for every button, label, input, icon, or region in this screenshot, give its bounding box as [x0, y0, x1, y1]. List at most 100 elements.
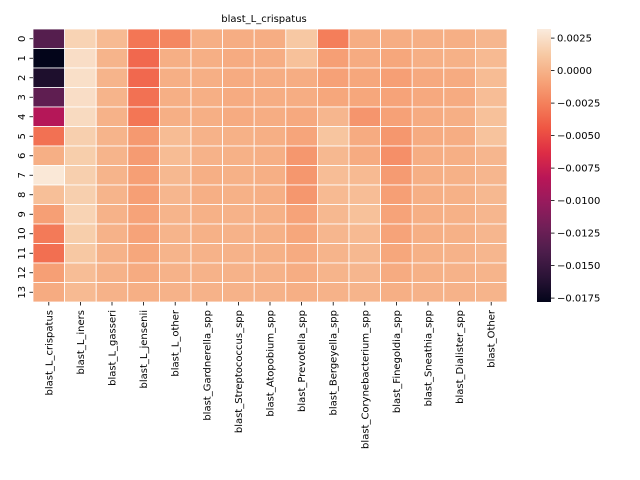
heatmap-cell: [253, 145, 287, 166]
heatmap-cell: [158, 106, 192, 127]
row-tick-label: 11: [17, 247, 28, 260]
heatmap-cell: [95, 87, 129, 108]
heatmap-cell: [127, 126, 160, 147]
heatmap-cell: [253, 106, 287, 127]
heatmap-cell: [348, 282, 382, 303]
heatmap-cell: [64, 126, 97, 147]
row-tick-label: 10: [17, 227, 28, 240]
heatmap-cell: [348, 243, 382, 264]
heatmap-cell: [253, 126, 287, 147]
heatmap-cell: [380, 165, 413, 186]
heatmap-cell: [190, 48, 224, 69]
row-tick-label: 5: [17, 133, 28, 139]
heatmap-cell: [190, 282, 224, 303]
heatmap-cell: [316, 28, 350, 49]
heatmap-cell: [348, 87, 382, 108]
heatmap-cell: [443, 262, 476, 283]
heatmap-cell: [474, 282, 508, 303]
colorbar-tick-label: −0.0050: [557, 131, 600, 142]
heatmap-cell: [380, 126, 413, 147]
heatmap-cell: [190, 204, 224, 225]
row-tick-label: 12: [17, 266, 28, 279]
heatmap-cell: [158, 243, 192, 264]
column-tick-label: blast_L_gasseri: [108, 310, 119, 386]
column-tick-label: blast_Finegoldia_spp: [392, 310, 403, 413]
column-tick-label: blast_Bergeyella_spp: [329, 310, 340, 416]
column-tick-label: blast_L_other: [171, 309, 182, 376]
heatmap-cell: [474, 243, 508, 264]
heatmap-cell: [316, 282, 350, 303]
heatmap-cell: [222, 243, 255, 264]
heatmap-cell: [443, 28, 476, 49]
heatmap-cell: [285, 106, 318, 127]
heatmap-cell: [380, 106, 413, 127]
heatmap-cell: [32, 243, 66, 264]
colorbar-tick-label: 0.0025: [557, 34, 592, 45]
heatmap-cell: [158, 282, 192, 303]
heatmap-cell: [64, 184, 97, 205]
row-tick-label: 7: [17, 172, 28, 178]
heatmap-cell: [285, 204, 318, 225]
heatmap-cell: [222, 165, 255, 186]
heatmap-cell: [474, 87, 508, 108]
heatmap-cell: [316, 126, 350, 147]
heatmap-cell: [190, 243, 224, 264]
heatmap-cell: [380, 282, 413, 303]
heatmap-cell: [190, 126, 224, 147]
heatmap-cell: [253, 243, 287, 264]
heatmap-cell: [285, 262, 318, 283]
column-tick-label: blast_L_crispatus: [44, 310, 55, 396]
heatmap-cell: [127, 67, 160, 88]
heatmap-cell: [32, 165, 66, 186]
heatmap-cell: [380, 48, 413, 69]
heatmap-cell: [222, 87, 255, 108]
heatmap-cell: [95, 67, 129, 88]
heatmap-cell: [32, 204, 66, 225]
heatmap-cell: [443, 126, 476, 147]
heatmap-cell: [222, 184, 255, 205]
colorbar-tick-label: −0.0150: [557, 261, 600, 272]
heatmap-cell: [64, 223, 97, 244]
heatmap-cell: [222, 48, 255, 69]
heatmap-cell: [222, 67, 255, 88]
row-tick-label: 4: [17, 114, 28, 120]
heatmap-cell: [474, 262, 508, 283]
heatmap-cell: [222, 223, 255, 244]
heatmap-cell: [380, 184, 413, 205]
heatmap-cell: [190, 67, 224, 88]
heatmap-cell: [253, 204, 287, 225]
column-tick-label: blast_L_iners: [76, 310, 87, 375]
heatmap-cell: [127, 262, 160, 283]
heatmap-cell: [127, 204, 160, 225]
heatmap-cell: [380, 145, 413, 166]
colorbar-tick-label: −0.0100: [557, 196, 600, 207]
heatmap-cell: [32, 282, 66, 303]
heatmap-cell: [348, 262, 382, 283]
heatmap-cell: [411, 243, 445, 264]
heatmap-cell: [316, 184, 350, 205]
heatmap-cell: [474, 145, 508, 166]
heatmap-cell: [127, 165, 160, 186]
heatmap-cell: [64, 204, 97, 225]
heatmap-cell: [316, 87, 350, 108]
heatmap-cell: [380, 28, 413, 49]
heatmap-cell: [222, 28, 255, 49]
heatmap-cell: [474, 165, 508, 186]
heatmap-cell: [127, 87, 160, 108]
heatmap-cell: [158, 262, 192, 283]
heatmap-cell: [348, 126, 382, 147]
heatmap-cell: [316, 106, 350, 127]
heatmap-cell: [443, 204, 476, 225]
heatmap-cell: [158, 48, 192, 69]
heatmap-cell: [253, 282, 287, 303]
heatmap-cell: [411, 223, 445, 244]
heatmap-cell: [95, 223, 129, 244]
heatmap-cell: [443, 223, 476, 244]
heatmap-cell: [222, 282, 255, 303]
heatmap-cell: [127, 223, 160, 244]
heatmap-cell: [95, 262, 129, 283]
row-tick-label: 1: [17, 55, 28, 61]
heatmap-cell: [127, 282, 160, 303]
heatmap-cell: [380, 262, 413, 283]
column-tick-label: blast_Gardnerella_spp: [202, 310, 213, 421]
